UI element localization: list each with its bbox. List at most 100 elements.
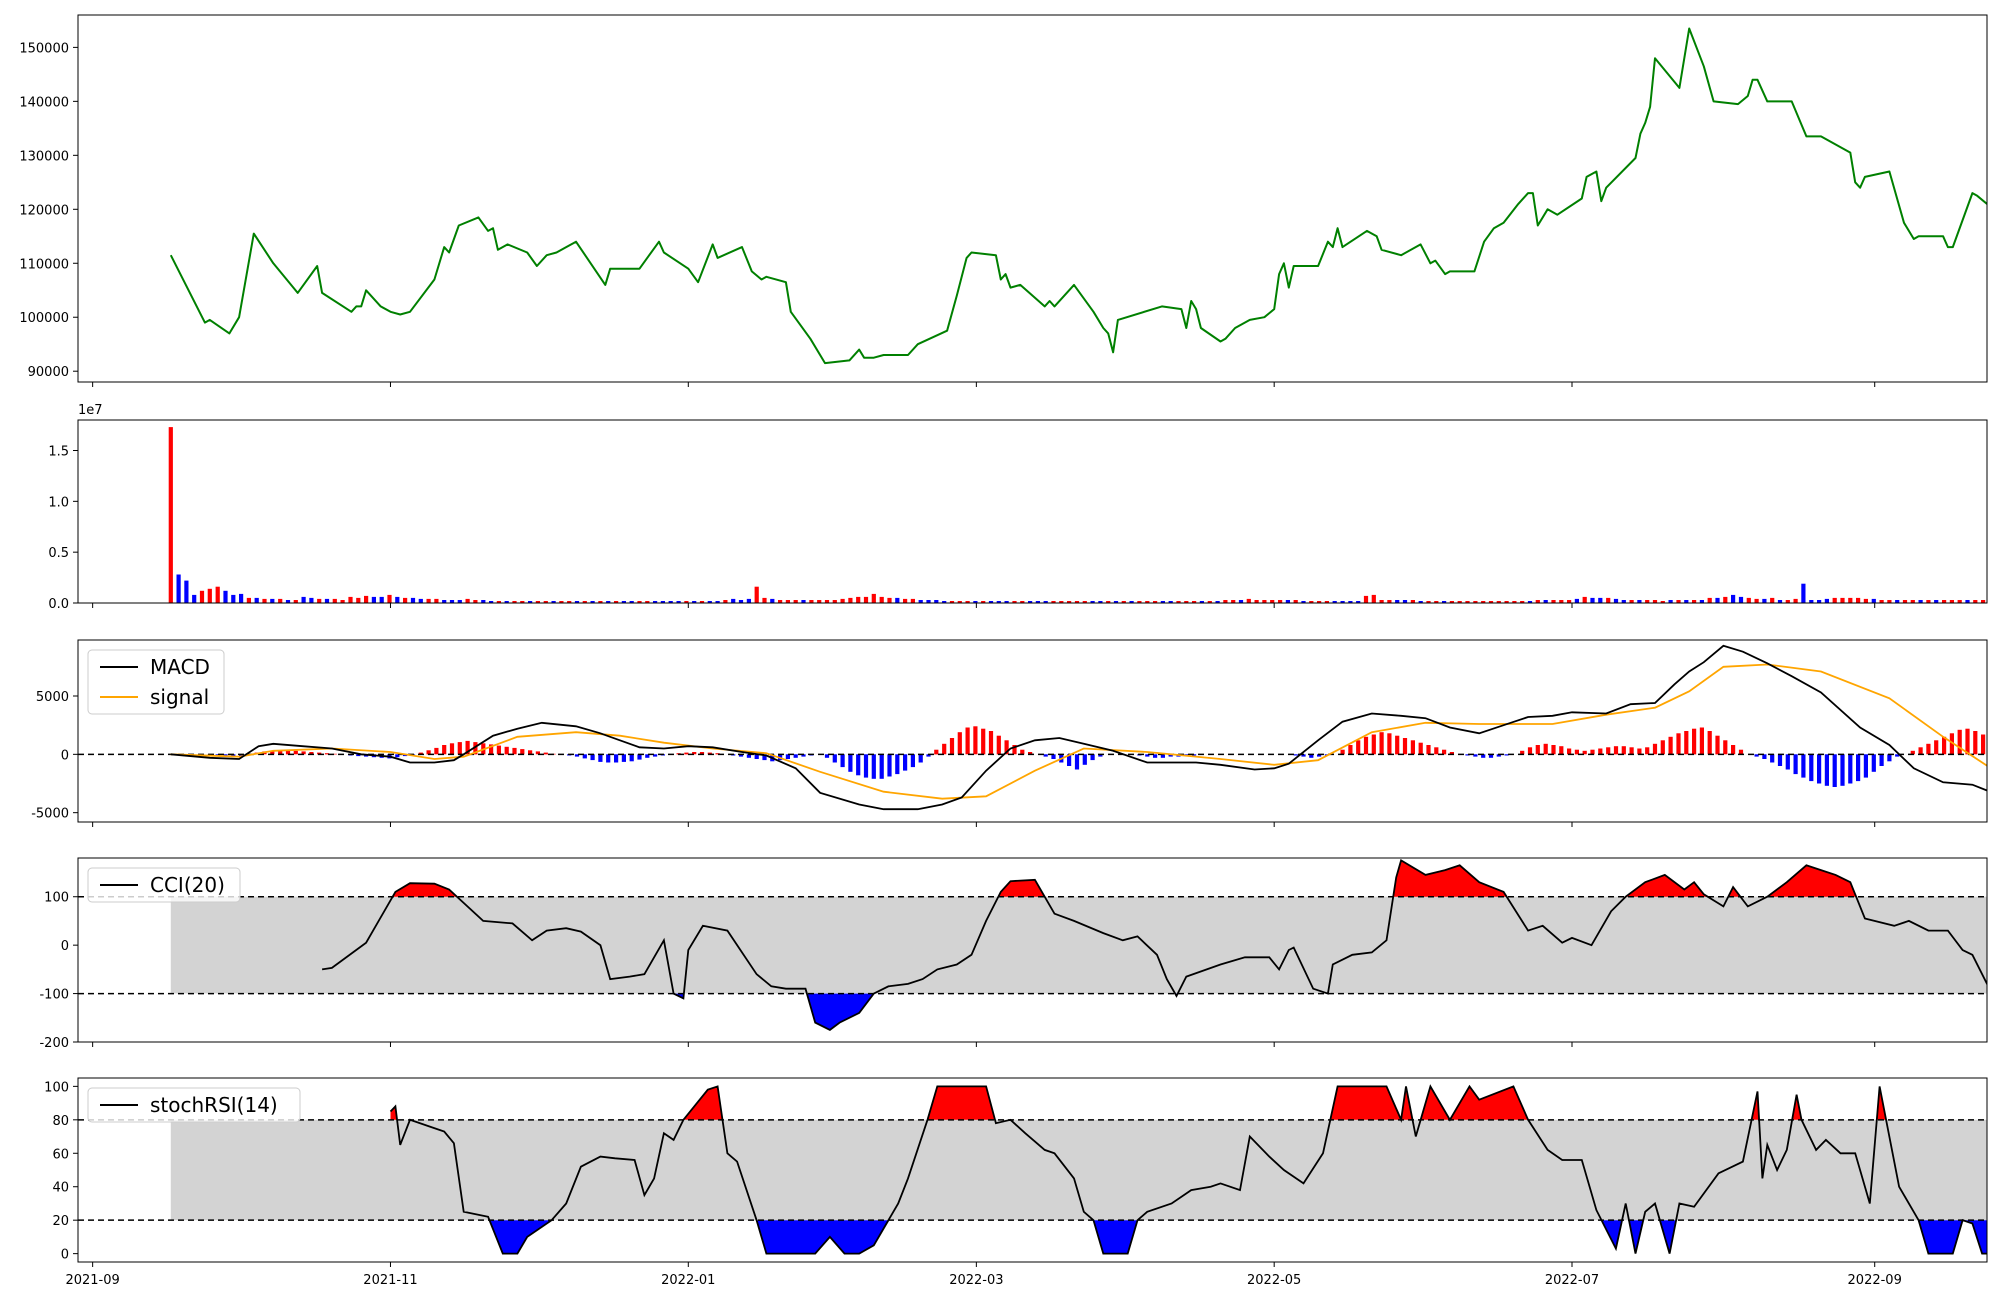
macd-hist-bar xyxy=(1723,740,1727,754)
macd-hist-bar xyxy=(1567,749,1571,755)
volume-bar xyxy=(1997,600,2000,603)
signal-line xyxy=(171,665,2000,799)
macd-hist-bar xyxy=(1958,730,1962,755)
cci-ytick-label: -200 xyxy=(39,1036,69,1051)
macd-hist-bar xyxy=(1294,754,1298,755)
price-ytick-label: 120000 xyxy=(19,203,69,218)
volume-bar xyxy=(1755,599,1759,603)
macd-hist-bar xyxy=(1778,754,1782,766)
macd-hist-bar xyxy=(1083,754,1087,765)
volume-bar xyxy=(1739,597,1743,603)
volume-bar xyxy=(387,595,391,603)
macd-hist-bar xyxy=(1426,745,1430,754)
macd-hist-bar xyxy=(895,754,899,774)
x-tick-label: 2021-09 xyxy=(65,1273,119,1288)
macd-hist-bar xyxy=(622,754,626,762)
volume-bar xyxy=(848,598,852,603)
volume-frame xyxy=(78,420,1987,603)
macd-hist-bar xyxy=(544,753,548,755)
macd-hist-bar xyxy=(1864,754,1868,777)
macd-hist-bar xyxy=(606,754,610,762)
volume-bar xyxy=(1583,597,1587,603)
cci-legend: CCI(20) xyxy=(88,868,240,902)
volume-bar xyxy=(1606,598,1610,603)
macd-hist-bar xyxy=(1794,754,1798,774)
macd-hist-bar xyxy=(1356,740,1360,754)
price-plot xyxy=(171,29,2000,364)
macd-hist-bar xyxy=(958,732,962,754)
stochrsi-legend: stochRSI(14) xyxy=(88,1088,300,1122)
macd-hist-bar xyxy=(458,742,462,754)
macd-hist-bar xyxy=(1348,745,1352,754)
macd-hist-bar xyxy=(1075,754,1079,769)
macd-hist-bar xyxy=(966,728,970,755)
stochrsi-ytick-label: 0 xyxy=(61,1248,69,1263)
volume-bar xyxy=(1708,598,1712,603)
macd-hist-bar xyxy=(1676,733,1680,754)
macd-hist-bar xyxy=(1926,744,1930,755)
macd-hist-bar xyxy=(981,729,985,755)
volume-bar xyxy=(302,597,306,603)
cci-overbought-fill xyxy=(393,883,457,897)
macd-hist-bar xyxy=(903,754,907,770)
macd-hist-bar xyxy=(598,754,602,762)
volume-bar xyxy=(1989,600,1993,603)
volume-bar xyxy=(278,599,282,603)
macd-hist-bar xyxy=(450,743,454,754)
macd-hist-bar xyxy=(1614,746,1618,754)
macd-hist-bar xyxy=(1419,743,1423,755)
volume-bar xyxy=(380,597,384,603)
stochrsi-plot xyxy=(78,1086,2000,1253)
volume-bar xyxy=(1614,599,1618,603)
macd-hist-bar xyxy=(1653,744,1657,755)
macd-hist-bar xyxy=(442,745,446,754)
volume-bar xyxy=(169,427,173,603)
volume-bar xyxy=(247,598,251,603)
price-ytick-label: 140000 xyxy=(19,95,69,110)
volume-bar xyxy=(434,599,438,603)
macd-hist-bar xyxy=(942,744,946,755)
macd-hist-bar xyxy=(684,753,688,755)
macd-hist-bar xyxy=(1637,749,1641,755)
macd-hist-bar xyxy=(1856,754,1860,781)
macd-hist-bar xyxy=(1387,733,1391,754)
volume-bar xyxy=(403,598,407,603)
volume-bar xyxy=(755,587,759,603)
volume-bar xyxy=(262,599,266,603)
macd-hist-bar xyxy=(1630,747,1634,754)
cci-overbought-fill xyxy=(1767,865,1856,896)
volume-bar xyxy=(427,599,431,603)
stochrsi-overbought-fill xyxy=(1330,1086,1401,1119)
volume-bar xyxy=(762,598,766,603)
volume-ytick-label: 0.5 xyxy=(48,546,69,561)
volume-ytick-label: 1.5 xyxy=(48,445,69,460)
macd-hist-bar xyxy=(989,731,993,754)
macd-legend-label: MACD xyxy=(150,655,210,679)
stochrsi-ytick-label: 20 xyxy=(52,1214,69,1229)
macd-hist-bar xyxy=(1965,729,1969,755)
volume-bar xyxy=(223,591,227,603)
volume-bar xyxy=(1794,599,1798,603)
cci-ytick-label: 0 xyxy=(61,939,69,954)
macd-hist-bar xyxy=(848,754,852,772)
macd-hist-bar xyxy=(512,748,516,754)
macd-hist-bar xyxy=(1669,737,1673,755)
macd-hist-bar xyxy=(1919,747,1923,754)
macd-hist-bar xyxy=(1403,738,1407,754)
macd-hist-bar xyxy=(1692,729,1696,755)
volume-bar xyxy=(419,599,423,603)
macd-hist-bar xyxy=(887,754,891,776)
stochrsi-ytick-label: 100 xyxy=(44,1080,69,1095)
cci-plot xyxy=(78,860,2000,1030)
macd-hist-bar xyxy=(614,754,618,762)
volume-bar xyxy=(903,599,907,603)
macd-hist-bar xyxy=(294,751,298,755)
volume-bar xyxy=(1856,598,1860,603)
volume-bar xyxy=(1840,598,1844,603)
macd-ytick-label: 5000 xyxy=(36,690,69,705)
volume-bar xyxy=(309,598,313,603)
macd-hist-bar xyxy=(1973,731,1977,754)
x-tick-label: 2022-07 xyxy=(1545,1273,1599,1288)
volume-bar xyxy=(1598,598,1602,603)
